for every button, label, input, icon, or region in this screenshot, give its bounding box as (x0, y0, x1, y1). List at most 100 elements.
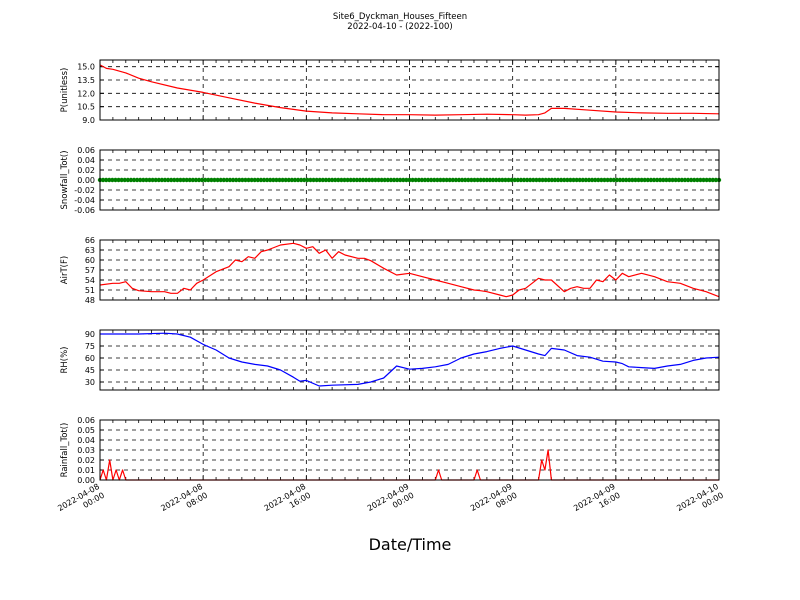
y-tick-label: 0.03 (77, 446, 95, 455)
data-point (184, 177, 189, 183)
data-point (203, 177, 208, 183)
data-point (317, 177, 322, 183)
data-point (450, 177, 456, 183)
data-point (503, 177, 508, 183)
data-point (704, 177, 709, 183)
data-point (679, 177, 685, 183)
data-point (131, 177, 137, 183)
y-axis-label: Rainfall_Tot() (60, 423, 70, 478)
data-point (657, 177, 663, 183)
data-point (475, 177, 480, 183)
data-point (147, 177, 152, 183)
data-point (323, 177, 329, 183)
data-point (376, 177, 381, 183)
data-point (404, 177, 409, 183)
data-point (357, 177, 363, 183)
data-point (144, 177, 149, 183)
data-point (308, 177, 313, 183)
subplot-2: 0.060.040.020.00-0.02-0.04-0.06 Snowfall_… (60, 146, 722, 215)
data-point (589, 177, 595, 183)
data-point (401, 177, 406, 183)
data-point (227, 177, 233, 183)
data-point (534, 177, 539, 183)
data-point (580, 177, 586, 183)
data-point (311, 177, 316, 183)
data-point (215, 177, 220, 183)
data-point (320, 177, 326, 183)
data-point (466, 177, 471, 183)
data-point (692, 177, 697, 183)
data-point (150, 177, 155, 183)
data-point (670, 177, 675, 183)
data-point (342, 177, 347, 183)
data-point (422, 177, 428, 183)
data-point (329, 177, 335, 183)
data-point (568, 177, 573, 183)
data-point (190, 177, 196, 183)
data-point (549, 177, 555, 183)
data-point (292, 177, 298, 183)
data-point (178, 177, 183, 183)
y-tick-label: 54 (85, 276, 95, 285)
data-point (277, 177, 282, 183)
data-point (593, 177, 598, 183)
data-point (243, 177, 248, 183)
y-tick-label: 45 (85, 366, 95, 375)
y-tick-label: 0.04 (77, 156, 95, 165)
data-point (261, 177, 267, 183)
data-point (382, 177, 387, 183)
series-line (100, 332, 720, 387)
data-point (398, 177, 403, 183)
data-point (484, 177, 490, 183)
data-point (664, 177, 669, 183)
data-point (119, 177, 124, 183)
data-point (453, 177, 459, 183)
y-tick-label: 0.00 (77, 476, 95, 485)
data-point (685, 177, 691, 183)
data-point (562, 177, 567, 183)
data-point (354, 177, 360, 183)
data-point (428, 177, 434, 183)
data-point (271, 177, 276, 183)
data-point (175, 177, 180, 183)
y-tick-label: 9.0 (82, 116, 95, 125)
data-point (531, 177, 536, 183)
y-tick-label: 0.06 (77, 146, 95, 155)
data-point (459, 177, 465, 183)
y-tick-label: 75 (85, 342, 95, 351)
data-point (218, 177, 223, 183)
data-point (667, 177, 672, 183)
data-point (682, 177, 688, 183)
data-point (103, 177, 109, 183)
data-point (698, 177, 703, 183)
data-point (252, 177, 257, 183)
data-point (509, 177, 514, 183)
data-point (153, 177, 158, 183)
y-tick-label: 0.06 (77, 416, 95, 425)
data-point (497, 177, 502, 183)
data-point (500, 177, 505, 183)
data-point (351, 177, 356, 183)
data-point (463, 177, 468, 183)
data-point (602, 177, 607, 183)
y-tick-label: 15.0 (77, 63, 95, 72)
data-point (574, 177, 579, 183)
data-point (444, 177, 449, 183)
subplot-panels: 15.013.512.010.59.0P(unitless)0.060.040.… (60, 59, 722, 485)
y-tick-label: 13.5 (77, 76, 95, 85)
data-point (438, 177, 443, 183)
y-tick-label: 30 (85, 378, 95, 387)
data-point (345, 177, 350, 183)
data-point (128, 177, 134, 183)
data-point (258, 177, 264, 183)
data-point (524, 177, 530, 183)
y-tick-label: 60 (85, 256, 95, 265)
data-point (695, 177, 700, 183)
data-point (339, 177, 344, 183)
data-point (416, 177, 421, 183)
data-point (370, 177, 375, 183)
